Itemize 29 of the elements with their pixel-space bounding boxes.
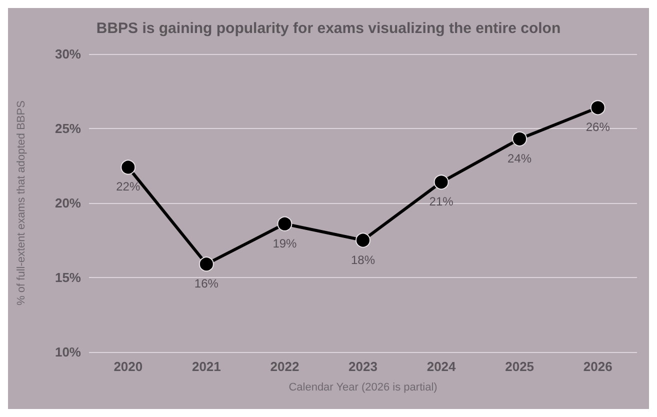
data-label: 26% xyxy=(586,120,610,134)
x-tick-label: 2023 xyxy=(348,359,378,374)
x-axis-title: Calendar Year (2026 is partial) xyxy=(288,382,438,394)
data-label: 21% xyxy=(429,194,454,209)
y-tick-label: 25% xyxy=(54,121,82,136)
x-tick-label: 2024 xyxy=(426,359,457,374)
x-tick-label: 2026 xyxy=(583,359,612,374)
point xyxy=(198,256,214,272)
x-tick-label: 2020 xyxy=(114,359,143,374)
data-label: 19% xyxy=(272,236,298,250)
y-tick-label: 10% xyxy=(54,344,82,360)
point xyxy=(434,174,449,190)
y-tick-label: 30% xyxy=(54,46,82,62)
data-label: 24% xyxy=(508,151,532,166)
y-tick-label: 15% xyxy=(54,270,82,285)
data-label: 22% xyxy=(116,180,140,194)
y-tick-label: 20% xyxy=(54,196,82,210)
y-axis-title: % of full-extent exams that adopted BBPS xyxy=(16,100,28,306)
point xyxy=(277,216,292,232)
point xyxy=(590,100,606,116)
point xyxy=(356,232,370,248)
x-tick-label: 2025 xyxy=(505,359,534,374)
x-tick-label: 2022 xyxy=(270,359,300,374)
point xyxy=(120,160,136,175)
x-tick-label: 2021 xyxy=(192,359,221,374)
data-label: 18% xyxy=(350,252,376,267)
data-label: 16% xyxy=(194,276,219,291)
chart-title: BBPS is gaining popularity for exams visualizing the entire colon xyxy=(96,20,561,37)
point xyxy=(512,131,528,146)
